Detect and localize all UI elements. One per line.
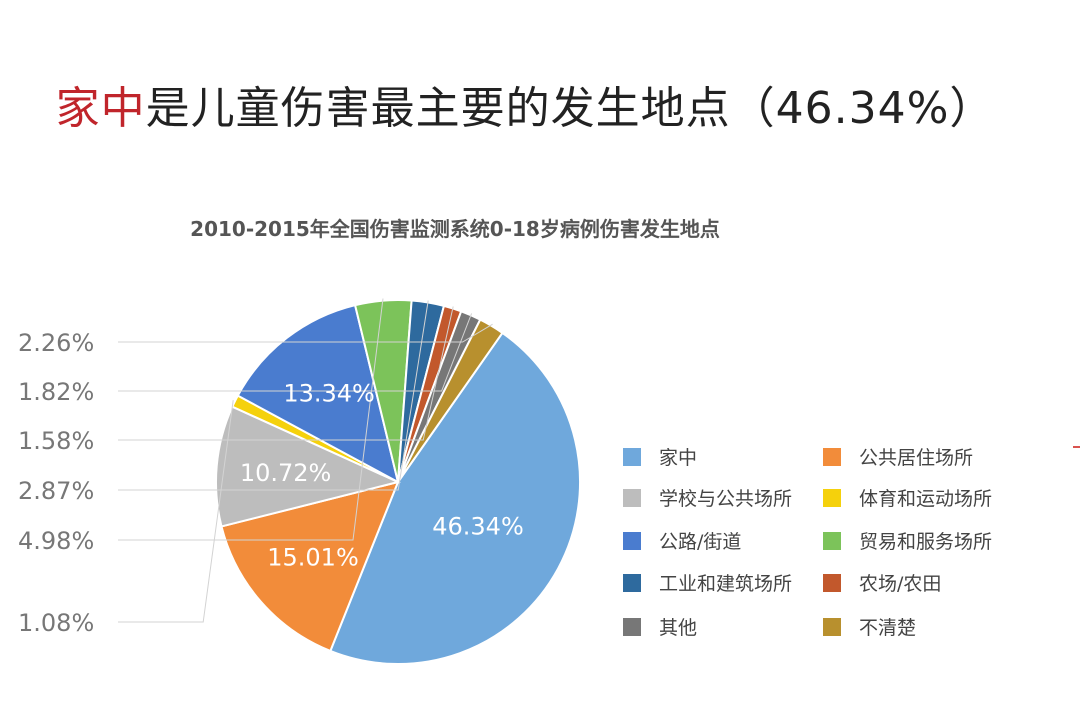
legend-swatch-6 [823,532,841,550]
legend-swatch-8 [823,574,841,592]
slice-4-value-label: 1.08% [18,609,94,637]
legend-label-6: 贸易和服务场所 [859,531,992,553]
slice-10-leader-line [118,323,493,343]
slice-8-leader-line [118,306,454,441]
legend-swatch-2 [823,448,841,466]
slice-7-value-label: 2.87% [18,477,94,505]
legend-label-5: 公路/街道 [659,531,741,553]
headline-highlight: 家中 [55,83,146,134]
slice-9-value-label: 1.82% [18,378,94,406]
slice-5-value-label: 13.34% [283,380,375,408]
legend-swatch-9 [623,618,641,636]
chart-title: 2010-2015年全国伤害监测系统0-18岁病例伤害发生地点 [190,217,720,241]
slice-8-value-label: 1.58% [18,427,94,455]
legend-label-4: 体育和运动场所 [859,488,992,510]
legend-swatch-5 [623,532,641,550]
slice-10 [397,318,504,483]
slice-10-value-label: 2.26% [18,329,94,357]
legend-label-7: 工业和建筑场所 [659,573,792,595]
slice-9-leader-line [118,313,473,392]
edge-mark [1073,446,1080,448]
slice-3-value-label: 10.72% [240,459,332,487]
slice-7-leader-line [118,300,429,491]
legend-swatch-1 [623,448,641,466]
slice-1-value-label: 46.34% [432,512,524,540]
legend-swatch-4 [823,489,841,507]
legend-label-3: 学校与公共场所 [659,488,792,510]
slice-6-leader-line [118,298,384,541]
legend-label-1: 家中 [659,447,697,469]
slice-4-leader-line [118,400,234,623]
legend-swatch-10 [823,618,841,636]
slice-5 [236,303,400,484]
headline: 家中是儿童伤害最主要的发生地点（46.34%） [0,72,1050,136]
legend-label-9: 其他 [659,617,697,639]
legend-label-2: 公共居住场所 [859,447,973,469]
slice-3 [214,405,402,528]
inner-labels: 46.34% 15.01% 10.72% 13.34% [240,380,524,572]
outer-labels: 1.08% 4.98% 2.87% 1.58% 1.82% 2.26% [18,329,94,637]
legend-swatch-3 [623,489,641,507]
slice-6-value-label: 4.98% [18,527,94,555]
legend-label-10: 不清楚 [859,617,916,639]
legend-label-8: 农场/农田 [859,573,941,595]
slice-1 [329,331,582,665]
slice-2-value-label: 15.01% [267,543,359,571]
leader-lines [118,298,493,623]
legend-swatch-7 [623,574,641,592]
headline-rest: 是儿童伤害最主要的发生地点（46.34%） [145,83,995,134]
